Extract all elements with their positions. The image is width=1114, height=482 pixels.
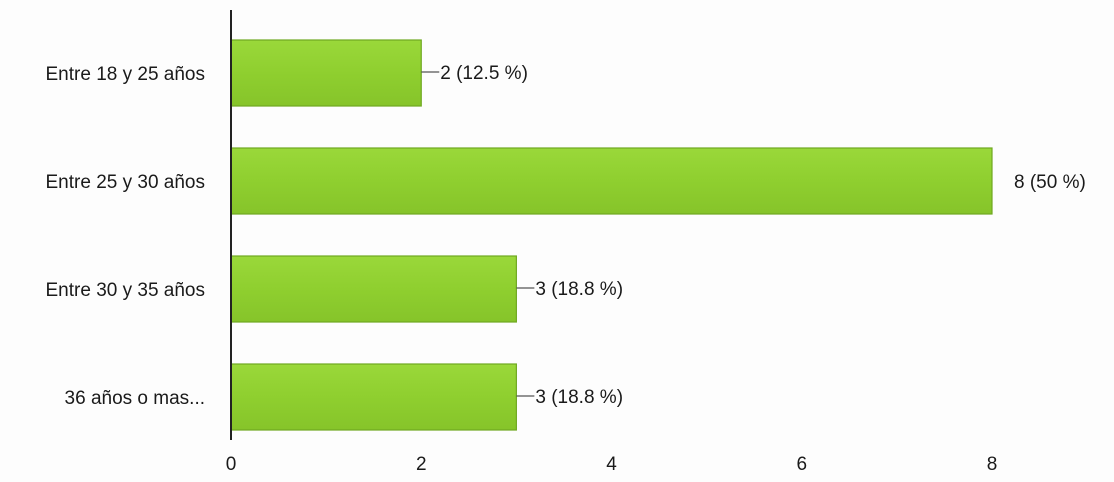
bars-layer bbox=[230, 39, 993, 431]
category-labels: Entre 18 y 25 años Entre 25 y 30 años Entr… bbox=[46, 64, 206, 409]
bar-1 bbox=[230, 147, 993, 215]
data-labels: 2 (12.5 %) 8 (50 %) 3 (18.8 %) 3 (18.8 %) bbox=[421, 63, 1086, 408]
category-label-2: Entre 30 y 35 años bbox=[46, 280, 206, 301]
x-tick-label-4: 8 bbox=[987, 454, 998, 475]
category-label-3: 36 años o mas... bbox=[65, 388, 205, 409]
data-label-0: 2 (12.5 %) bbox=[440, 63, 528, 84]
x-tick-label-2: 4 bbox=[606, 454, 617, 475]
data-label-2: 3 (18.8 %) bbox=[535, 279, 623, 300]
x-tick-label-0: 0 bbox=[226, 454, 237, 475]
data-label-3: 3 (18.8 %) bbox=[535, 387, 623, 408]
x-axis: 0 2 4 6 8 bbox=[226, 10, 998, 475]
x-tick-label-3: 6 bbox=[796, 454, 807, 475]
data-label-1: 8 (50 %) bbox=[1014, 172, 1086, 193]
category-label-1: Entre 25 y 30 años bbox=[46, 172, 206, 193]
bar-3 bbox=[230, 363, 517, 431]
category-label-0: Entre 18 y 25 años bbox=[46, 64, 206, 85]
bar-0 bbox=[230, 39, 422, 107]
bar-2 bbox=[230, 255, 517, 323]
x-tick-label-1: 2 bbox=[416, 454, 427, 475]
